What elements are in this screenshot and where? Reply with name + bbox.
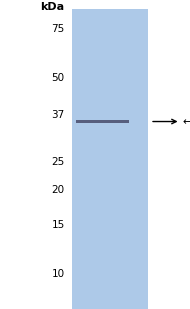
Text: 75: 75	[51, 24, 65, 34]
Text: 37: 37	[51, 110, 65, 120]
Text: kDa: kDa	[40, 2, 65, 12]
Text: ←35kDa: ←35kDa	[182, 116, 190, 126]
Text: 20: 20	[51, 185, 65, 195]
Text: 15: 15	[51, 220, 65, 230]
Text: 10: 10	[51, 269, 65, 279]
Text: 50: 50	[51, 73, 65, 83]
Text: 25: 25	[51, 158, 65, 167]
Bar	[72, 9, 148, 309]
Bar	[76, 120, 129, 123]
Text: Western Blot: Western Blot	[86, 0, 161, 1]
